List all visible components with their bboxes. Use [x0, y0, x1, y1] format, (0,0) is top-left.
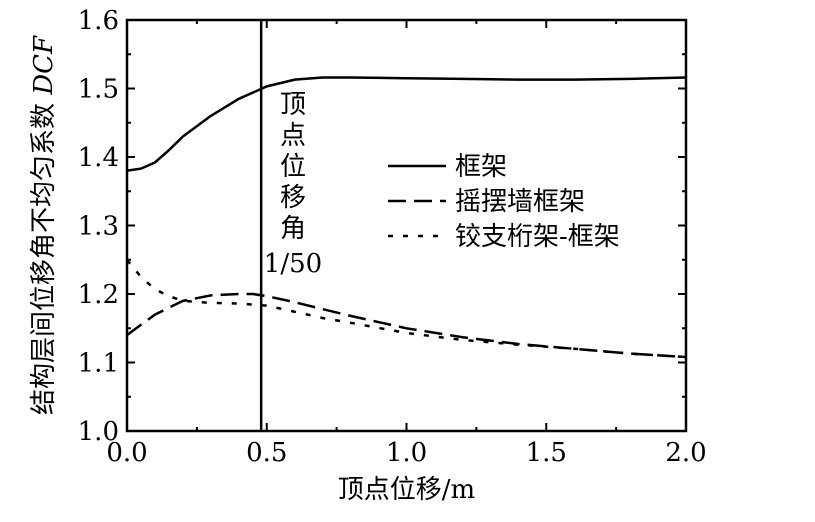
plot-frame	[125, 18, 688, 433]
annotation-char: 点	[280, 121, 306, 151]
y-axis-label-italic: DCF	[29, 35, 59, 96]
legend-label: 摇摆墙框架	[455, 187, 585, 217]
x-tick-label: 1.0	[386, 438, 427, 468]
y-tick-label: 1.3	[78, 212, 119, 242]
y-tick-label: 1.1	[78, 349, 119, 379]
legend-label: 铰支桁架-框架	[455, 222, 620, 252]
annotation-char: 移	[280, 183, 306, 213]
x-tick-label: 0.0	[106, 438, 147, 468]
annotation-value: 1/50	[264, 249, 322, 279]
annotation-char: 角	[280, 214, 306, 244]
y-tick-label: 1.0	[78, 417, 119, 447]
x-axis-label: 顶点位移/m	[338, 475, 475, 505]
x-tick-label: 1.5	[526, 438, 567, 468]
annotation-char: 顶	[280, 90, 306, 120]
x-tick-labels: 0.0 0.5 1.0 1.5 2.0	[106, 438, 706, 468]
series-layer	[126, 76, 687, 359]
x-tick-label: 2.0	[665, 438, 706, 468]
x-tick-label: 0.5	[246, 438, 287, 468]
series-line-dotted	[126, 259, 687, 359]
series-line-solid	[126, 76, 687, 172]
y-axis-label: 结构层间位移角不均匀系数 DCF	[29, 35, 59, 415]
annotation-char: 位	[280, 152, 306, 182]
y-tick-label: 1.2	[78, 280, 119, 310]
legend-label: 框架	[455, 152, 507, 182]
series-line-dashed	[126, 292, 687, 359]
y-tick-label: 1.4	[78, 143, 119, 173]
y-tick-label: 1.5	[78, 75, 119, 105]
y-tick-label: 1.6	[78, 6, 119, 36]
y-tick-labels: 1.0 1.1 1.2 1.3 1.4 1.5 1.6	[78, 6, 119, 447]
y-axis-label-text: 结构层间位移角不均匀系数	[29, 95, 59, 415]
